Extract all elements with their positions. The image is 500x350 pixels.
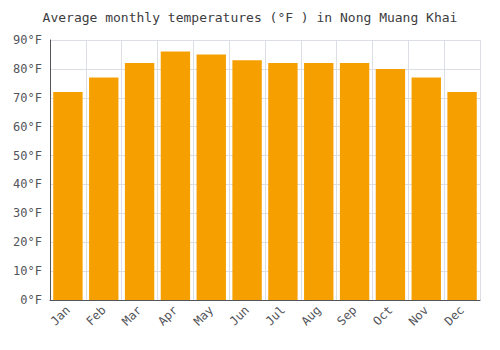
svg-text:Jun: Jun bbox=[227, 303, 252, 328]
svg-text:60°F: 60°F bbox=[13, 120, 42, 134]
svg-text:90°F: 90°F bbox=[13, 33, 42, 47]
svg-text:Average monthly temperatures (: Average monthly temperatures (°F ) in No… bbox=[43, 10, 458, 25]
svg-text:Nov: Nov bbox=[406, 303, 431, 328]
svg-text:Jul: Jul bbox=[263, 303, 288, 328]
svg-text:Aug: Aug bbox=[298, 303, 323, 328]
svg-text:Jan: Jan bbox=[48, 303, 73, 328]
svg-text:80°F: 80°F bbox=[13, 62, 42, 76]
svg-text:Sep: Sep bbox=[334, 303, 359, 328]
svg-text:Mar: Mar bbox=[119, 303, 144, 328]
svg-text:Oct: Oct bbox=[370, 303, 395, 328]
svg-text:40°F: 40°F bbox=[13, 177, 42, 191]
svg-text:20°F: 20°F bbox=[13, 235, 42, 249]
svg-text:0°F: 0°F bbox=[20, 293, 42, 307]
svg-text:50°F: 50°F bbox=[13, 149, 42, 163]
svg-text:Feb: Feb bbox=[83, 303, 108, 328]
svg-text:30°F: 30°F bbox=[13, 206, 42, 220]
svg-text:10°F: 10°F bbox=[13, 264, 42, 278]
svg-text:Dec: Dec bbox=[442, 303, 467, 328]
svg-text:Apr: Apr bbox=[155, 303, 180, 328]
svg-text:May: May bbox=[191, 303, 216, 328]
svg-text:70°F: 70°F bbox=[13, 91, 42, 105]
